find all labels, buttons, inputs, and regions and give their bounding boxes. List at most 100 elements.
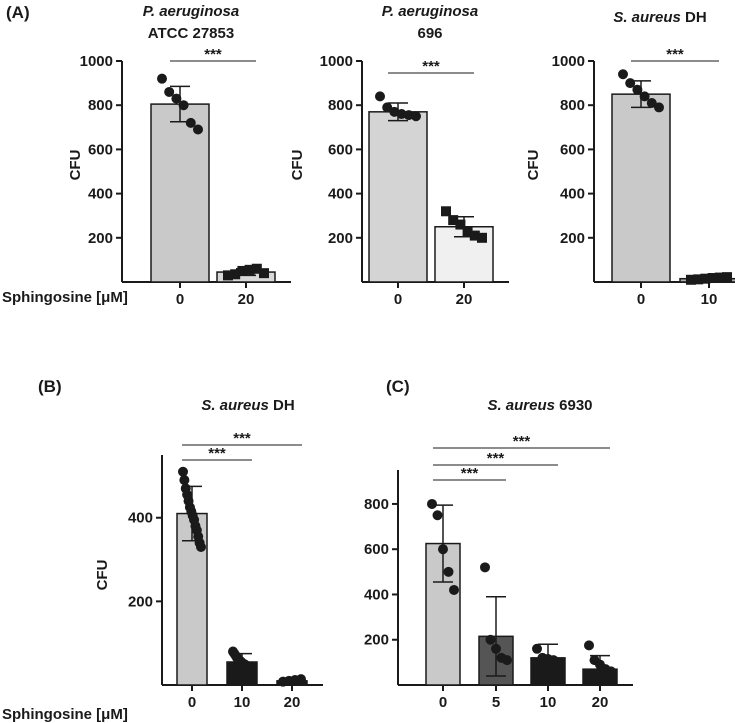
chart-title-plain: DH xyxy=(269,397,295,414)
y-tick-label: 200 xyxy=(560,230,585,247)
bar xyxy=(611,93,671,283)
y-tick-label: 600 xyxy=(560,141,585,158)
data-point xyxy=(196,542,206,552)
x-tick-label: 5 xyxy=(492,694,500,711)
y-tick-label: 1000 xyxy=(320,53,353,70)
chart-title: P. aeruginosa xyxy=(382,3,478,20)
data-point xyxy=(606,666,616,677)
y-tick-label: 600 xyxy=(328,141,353,158)
x-tick-label: 20 xyxy=(238,291,255,308)
y-tick-label: 800 xyxy=(364,496,389,513)
data-point xyxy=(654,102,664,113)
y-axis-label: CFU xyxy=(94,560,111,591)
data-point xyxy=(477,232,487,243)
data-point xyxy=(693,274,704,285)
x-tick-label: 10 xyxy=(701,291,718,308)
data-point xyxy=(449,584,459,595)
data-point xyxy=(502,655,512,666)
data-point xyxy=(625,78,636,89)
chart-title: S. aureus DH xyxy=(613,9,706,26)
y-tick-label: 400 xyxy=(560,186,585,203)
data-point xyxy=(178,466,188,477)
significance-label: *** xyxy=(233,430,251,447)
data-point xyxy=(246,665,256,676)
x-axis-label-b: Sphingosine [μM] xyxy=(2,706,128,723)
significance-label: *** xyxy=(208,445,226,462)
data-point xyxy=(164,86,175,97)
data-point xyxy=(178,100,189,111)
chart-title-line2: ATCC 27853 xyxy=(148,25,234,42)
y-tick-label: 800 xyxy=(560,97,585,114)
data-point xyxy=(722,272,732,283)
data-point xyxy=(618,69,628,80)
data-point xyxy=(438,544,448,555)
y-tick-label: 400 xyxy=(364,586,389,603)
x-tick-label: 0 xyxy=(176,291,184,308)
data-point xyxy=(554,657,564,668)
data-point xyxy=(223,270,233,281)
x-tick-label: 0 xyxy=(394,291,402,308)
chart-b: S. aureus DH 200 400 CFU 0 10 20 *** *** xyxy=(94,397,323,711)
data-point xyxy=(375,91,385,102)
x-tick-label: 20 xyxy=(592,694,609,711)
data-point xyxy=(443,566,454,577)
data-point xyxy=(237,265,248,276)
x-tick-label: 10 xyxy=(234,694,251,711)
y-tick-label: 200 xyxy=(328,230,353,247)
y-tick-label: 1000 xyxy=(552,53,585,70)
data-point xyxy=(230,269,241,280)
data-point xyxy=(441,206,451,217)
panel-label-b: (B) xyxy=(38,377,62,396)
chart-title-italic: S. aureus xyxy=(487,397,555,414)
y-axis-label: CFU xyxy=(67,150,84,181)
y-axis-label: CFU xyxy=(525,150,542,181)
chart-c: S. aureus 6930 200 400 600 800 0 5 10 20 *** *** **… xyxy=(364,397,633,711)
significance-label: *** xyxy=(204,46,222,63)
y-tick-label: 800 xyxy=(328,97,353,114)
data-point xyxy=(686,274,696,285)
chart-title-italic: P. aeruginosa xyxy=(382,3,478,20)
data-point xyxy=(469,230,480,241)
data-point xyxy=(700,273,711,284)
y-tick-label: 1000 xyxy=(80,53,113,70)
data-point xyxy=(382,102,393,113)
panel-label-c: (C) xyxy=(386,377,410,396)
chart-title: S. aureus DH xyxy=(201,397,294,414)
significance-label: *** xyxy=(487,450,505,467)
x-tick-label: 10 xyxy=(540,694,557,711)
x-tick-label: 20 xyxy=(284,694,301,711)
data-point xyxy=(179,475,190,486)
data-point xyxy=(639,91,650,102)
data-point xyxy=(646,97,657,108)
data-point xyxy=(259,268,269,279)
x-tick-label: 0 xyxy=(637,291,645,308)
data-point xyxy=(584,640,594,651)
y-tick-label: 400 xyxy=(88,186,113,203)
data-point xyxy=(244,264,255,275)
data-point xyxy=(480,562,490,573)
y-tick-label: 200 xyxy=(128,593,153,610)
significance-label: *** xyxy=(666,46,684,63)
y-tick-label: 200 xyxy=(364,632,389,649)
data-point xyxy=(485,634,496,645)
data-point xyxy=(462,226,473,237)
significance-label: *** xyxy=(513,433,531,450)
data-point xyxy=(532,643,542,654)
x-tick-label: 0 xyxy=(188,694,196,711)
y-tick-label: 600 xyxy=(88,141,113,158)
y-tick-label: 400 xyxy=(128,510,153,527)
chart-title-plain: DH xyxy=(681,9,707,26)
data-point xyxy=(632,84,643,95)
chart-title: P. aeruginosa xyxy=(143,3,239,20)
chart-title-italic: S. aureus xyxy=(613,9,681,26)
bar xyxy=(368,111,428,283)
x-tick-label: 20 xyxy=(456,291,473,308)
y-tick-label: 400 xyxy=(328,186,353,203)
significance-label: *** xyxy=(461,465,479,482)
chart-title-italic: P. aeruginosa xyxy=(143,3,239,20)
x-axis-label-a: Sphingosine [μM] xyxy=(2,289,128,306)
chart-title-plain: 6930 xyxy=(555,397,593,414)
data-point xyxy=(171,93,182,104)
data-point xyxy=(448,215,459,226)
